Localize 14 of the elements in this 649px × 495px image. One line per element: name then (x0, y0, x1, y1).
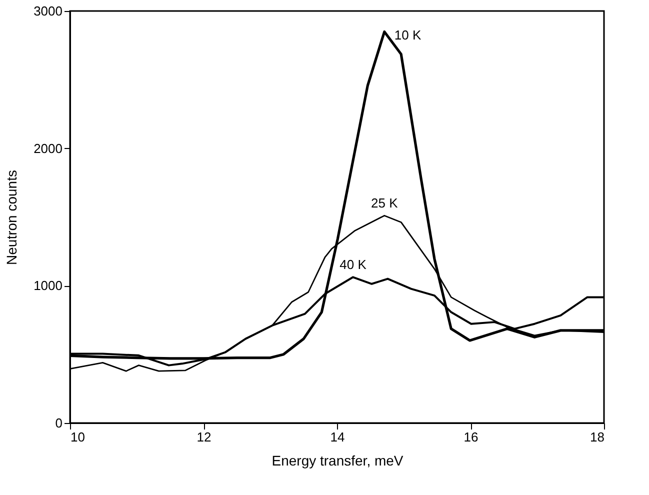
series-label: 10 K (394, 28, 422, 43)
y-tick-label: 3000 (34, 4, 62, 18)
x-tick-label: 18 (590, 430, 604, 444)
x-tick-label: 10 (70, 430, 85, 444)
x-tick-label: 16 (464, 430, 478, 444)
y-tick-label: 0 (55, 416, 62, 430)
y-tick-label: 2000 (34, 140, 62, 156)
series-label: 25 K (371, 196, 398, 211)
x-axis-title: Energy transfer, meV (272, 452, 404, 468)
series-label: 40 K (340, 257, 367, 272)
x-tick-label: 12 (196, 430, 212, 444)
x-tick-label: 14 (330, 430, 345, 444)
y-tick-label: 1000 (34, 278, 62, 294)
y-axis-title: Neutron counts (4, 170, 20, 265)
